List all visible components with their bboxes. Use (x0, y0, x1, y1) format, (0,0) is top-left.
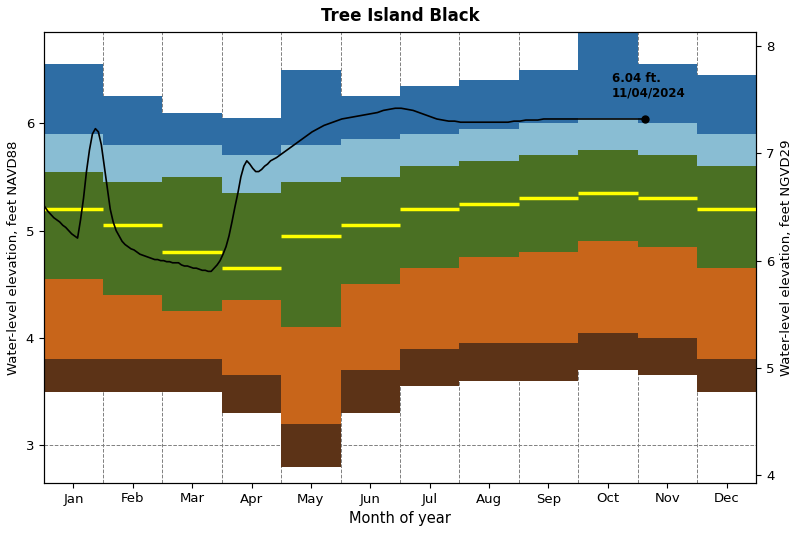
Y-axis label: Water-level elevation, feet NGVD29: Water-level elevation, feet NGVD29 (780, 139, 793, 376)
Bar (44, 64, 103, 134)
Bar (578, 150, 638, 241)
Bar (162, 145, 222, 177)
Bar (162, 359, 222, 392)
Bar (459, 80, 518, 128)
Bar (697, 166, 756, 268)
Bar (578, 118, 638, 150)
Bar (103, 96, 162, 145)
Bar (222, 156, 282, 193)
Bar (400, 349, 459, 386)
Bar (341, 284, 400, 370)
Bar (282, 327, 341, 424)
Bar (44, 172, 103, 279)
Bar (638, 156, 697, 247)
Bar (638, 247, 697, 338)
Bar (341, 139, 400, 177)
Bar (103, 359, 162, 392)
Bar (400, 134, 459, 166)
X-axis label: Month of year: Month of year (349, 511, 451, 526)
Bar (578, 32, 638, 118)
Bar (222, 193, 282, 300)
Bar (697, 359, 756, 392)
Bar (697, 75, 756, 134)
Bar (44, 279, 103, 359)
Bar (400, 86, 459, 134)
Bar (518, 123, 578, 156)
Bar (518, 70, 578, 123)
Bar (459, 343, 518, 381)
Bar (459, 128, 518, 161)
Bar (578, 241, 638, 333)
Bar (578, 333, 638, 370)
Bar (162, 177, 222, 311)
Bar (222, 118, 282, 156)
Bar (222, 375, 282, 413)
Bar (400, 268, 459, 349)
Bar (638, 64, 697, 123)
Bar (44, 134, 103, 172)
Bar (282, 70, 341, 145)
Bar (400, 166, 459, 268)
Title: Tree Island Black: Tree Island Black (321, 7, 479, 25)
Bar (282, 145, 341, 182)
Bar (162, 112, 222, 145)
Bar (638, 338, 697, 375)
Bar (282, 182, 341, 327)
Bar (341, 177, 400, 284)
Bar (459, 161, 518, 257)
Bar (103, 182, 162, 295)
Bar (103, 295, 162, 359)
Bar (44, 359, 103, 392)
Bar (518, 343, 578, 381)
Bar (459, 257, 518, 343)
Bar (518, 156, 578, 252)
Bar (697, 268, 756, 359)
Bar (222, 300, 282, 375)
Bar (282, 424, 341, 467)
Bar (638, 123, 697, 156)
Bar (103, 145, 162, 182)
Bar (162, 311, 222, 359)
Bar (341, 370, 400, 413)
Y-axis label: Water-level elevation, feet NAVD88: Water-level elevation, feet NAVD88 (7, 140, 20, 375)
Bar (697, 134, 756, 166)
Bar (341, 96, 400, 139)
Bar (518, 252, 578, 343)
Text: 6.04 ft.
11/04/2024: 6.04 ft. 11/04/2024 (612, 71, 686, 100)
